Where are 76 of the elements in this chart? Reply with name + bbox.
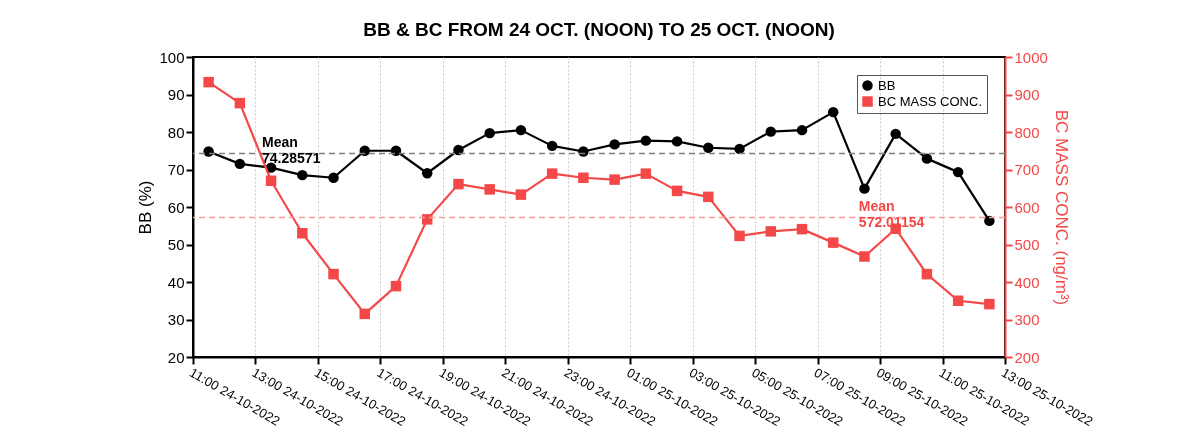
point bbox=[734, 230, 745, 242]
y2-tick-label: 200 bbox=[1014, 348, 1040, 366]
y-tick-label: 20 bbox=[167, 348, 185, 366]
y2-axis-title: BC MASS CONC. (ng/m³) bbox=[1051, 109, 1071, 306]
point bbox=[421, 214, 433, 225]
legend-label: BB bbox=[878, 77, 896, 93]
y2-tick-label: 900 bbox=[1014, 86, 1040, 103]
point bbox=[765, 126, 777, 137]
point bbox=[515, 124, 527, 136]
point bbox=[609, 139, 620, 150]
point bbox=[234, 158, 246, 170]
point bbox=[952, 166, 964, 178]
chart-title: BB & BC FROM 24 OCT. (NOON) TO 25 OCT. (NOON) bbox=[363, 19, 835, 40]
point bbox=[796, 124, 808, 136]
point bbox=[671, 136, 683, 147]
point bbox=[578, 146, 589, 157]
point bbox=[265, 175, 277, 186]
y2-tick-label: 600 bbox=[1014, 198, 1040, 216]
y2-tick-label: 500 bbox=[1014, 236, 1040, 253]
point bbox=[827, 237, 839, 248]
point bbox=[359, 145, 371, 156]
point bbox=[203, 146, 214, 157]
point bbox=[921, 153, 933, 164]
point bbox=[827, 106, 839, 118]
point bbox=[328, 268, 339, 280]
point bbox=[734, 143, 745, 155]
point bbox=[203, 76, 214, 88]
point bbox=[359, 308, 371, 320]
point bbox=[515, 189, 527, 200]
y-tick-label: 50 bbox=[167, 236, 185, 253]
point bbox=[703, 191, 714, 203]
point bbox=[640, 168, 652, 179]
y-tick-label: 30 bbox=[167, 311, 185, 328]
point bbox=[984, 298, 995, 310]
point bbox=[859, 251, 870, 262]
point bbox=[546, 168, 558, 179]
y2-tick-label: 800 bbox=[1014, 123, 1040, 141]
point bbox=[671, 185, 683, 197]
y-tick-label: 60 bbox=[167, 198, 185, 216]
point bbox=[265, 162, 277, 173]
y-tick-label: 70 bbox=[167, 161, 185, 178]
point bbox=[297, 169, 308, 181]
point bbox=[921, 268, 933, 280]
y-axis-title: BB (%) bbox=[136, 180, 156, 235]
y-tick-label: 90 bbox=[167, 86, 185, 103]
y2-tick-label: 700 bbox=[1014, 161, 1040, 178]
point bbox=[453, 178, 464, 190]
point bbox=[952, 295, 964, 306]
point bbox=[484, 127, 495, 139]
y-tick-label: 80 bbox=[167, 123, 185, 141]
point bbox=[234, 97, 246, 109]
point bbox=[984, 215, 995, 227]
y-tick-label: 40 bbox=[167, 273, 185, 291]
y2-tick-label: 300 bbox=[1014, 311, 1040, 328]
y-tick-label: 100 bbox=[159, 48, 185, 66]
ref-line-label: Mean 74.28571 bbox=[262, 134, 321, 167]
point bbox=[796, 223, 808, 235]
point bbox=[421, 168, 433, 179]
point bbox=[546, 140, 558, 152]
point bbox=[609, 174, 620, 185]
point bbox=[859, 183, 870, 194]
legend-label: BC MASS CONC. bbox=[878, 93, 983, 109]
ref-line-label: Mean 572.01154 bbox=[858, 198, 925, 231]
point bbox=[390, 145, 402, 156]
point bbox=[640, 135, 652, 146]
point bbox=[390, 280, 402, 292]
point bbox=[578, 172, 589, 183]
point bbox=[765, 226, 777, 237]
point bbox=[297, 228, 308, 239]
point bbox=[890, 128, 901, 140]
point bbox=[703, 142, 714, 153]
point bbox=[484, 184, 495, 195]
point bbox=[453, 144, 464, 156]
y2-tick-label: 400 bbox=[1014, 273, 1040, 291]
y2-tick-label: 1000 bbox=[1014, 48, 1048, 66]
point bbox=[328, 172, 339, 183]
